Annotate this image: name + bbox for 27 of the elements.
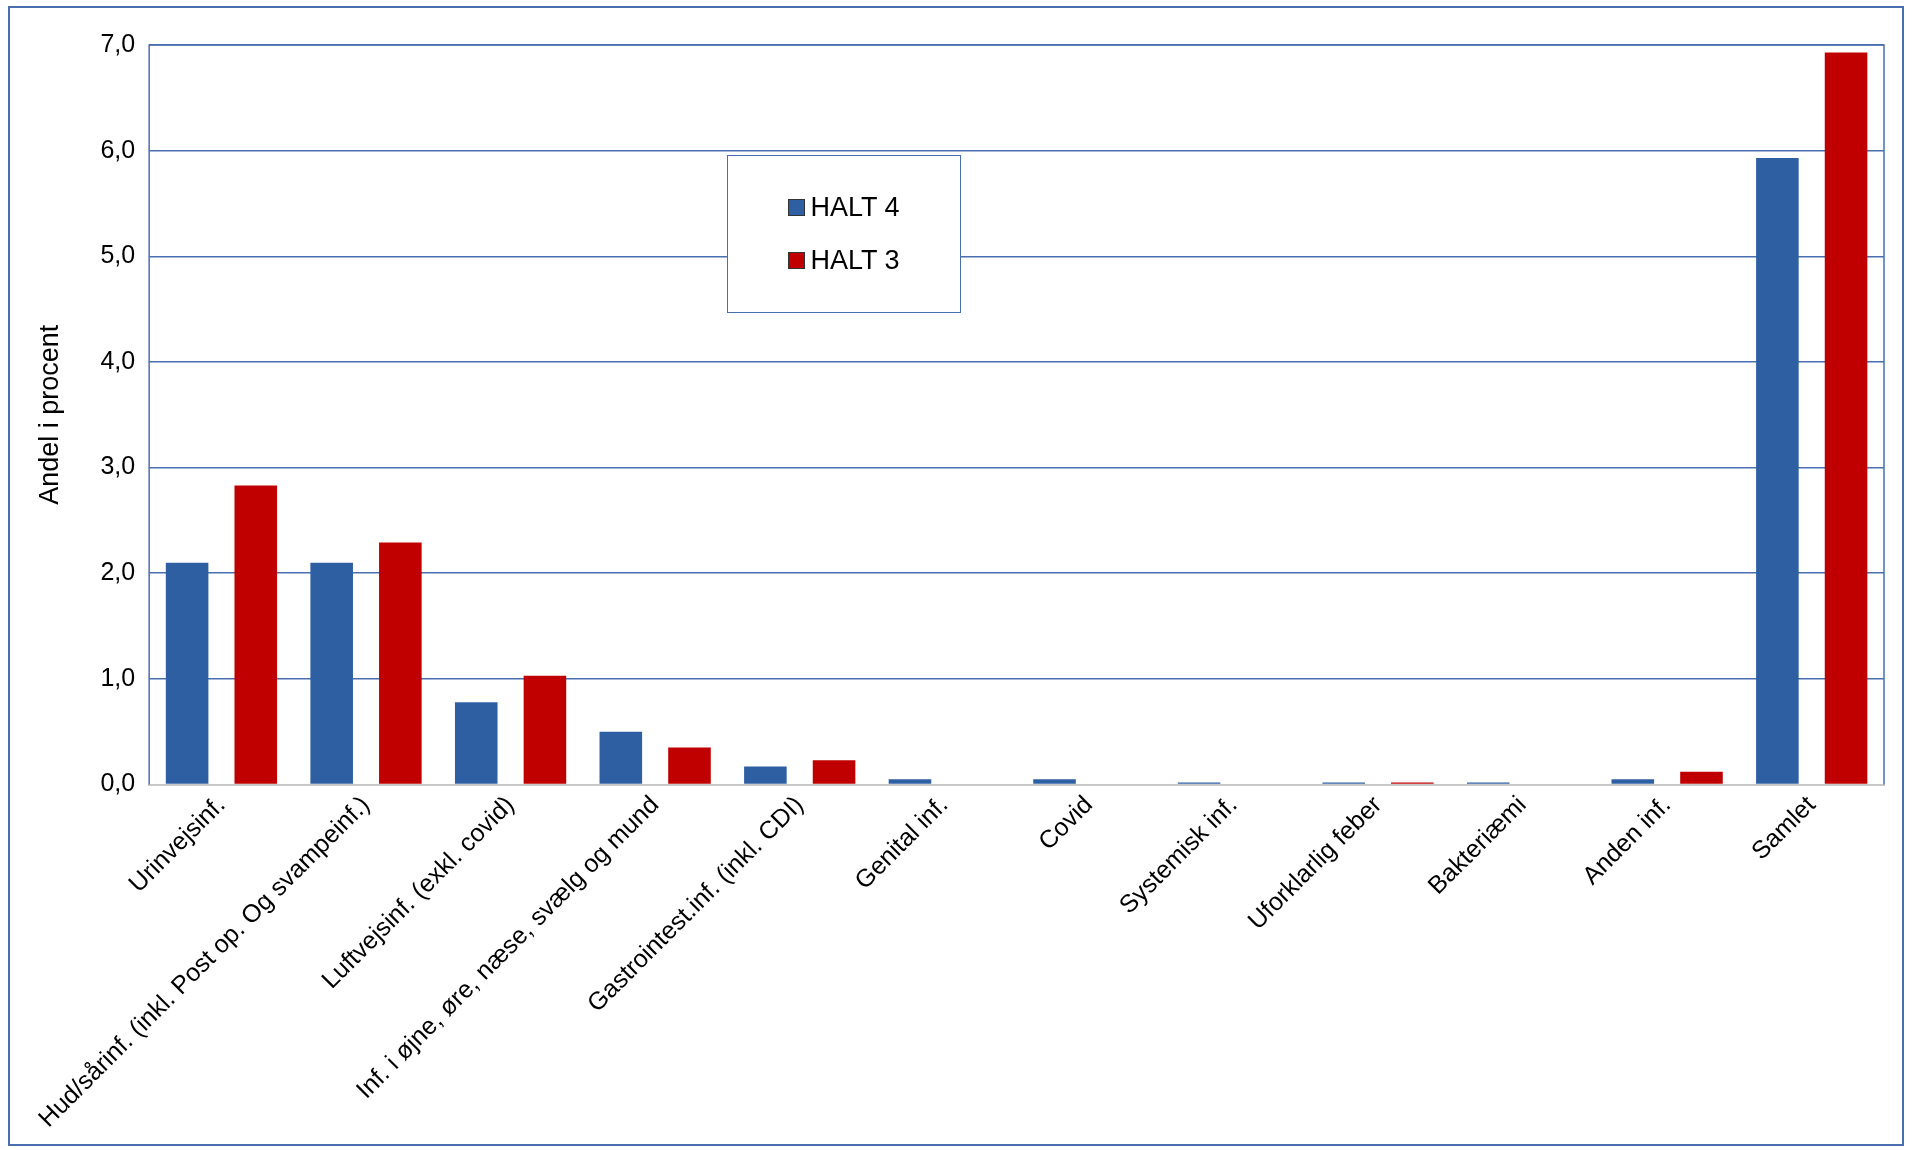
bar xyxy=(599,731,643,784)
bar xyxy=(1033,779,1076,784)
bar xyxy=(1680,771,1723,784)
bar xyxy=(888,779,932,784)
y-axis-title: Andel i procent xyxy=(33,324,64,505)
bar xyxy=(668,747,711,784)
bar xyxy=(744,766,787,784)
bar xyxy=(523,675,567,784)
y-tick-label: 2,0 xyxy=(100,557,136,586)
bar xyxy=(379,542,422,784)
y-tick-label: 6,0 xyxy=(100,134,136,163)
bar xyxy=(1824,52,1868,784)
legend-label: HALT 4 xyxy=(810,192,900,223)
y-tick-label: 4,0 xyxy=(100,345,136,374)
y-tick-label: 0,0 xyxy=(100,768,136,797)
bar xyxy=(310,562,353,784)
y-tick-label: 3,0 xyxy=(100,451,136,480)
legend-label: HALT 3 xyxy=(810,245,900,276)
y-tick-label: 1,0 xyxy=(100,662,136,691)
bar xyxy=(234,485,278,784)
bar xyxy=(1756,158,1799,784)
bar xyxy=(812,760,856,784)
bar xyxy=(165,562,209,784)
y-tick-label: 7,0 xyxy=(100,28,136,57)
bar xyxy=(454,702,498,784)
bar xyxy=(1611,779,1655,784)
y-tick-label: 5,0 xyxy=(100,240,136,269)
